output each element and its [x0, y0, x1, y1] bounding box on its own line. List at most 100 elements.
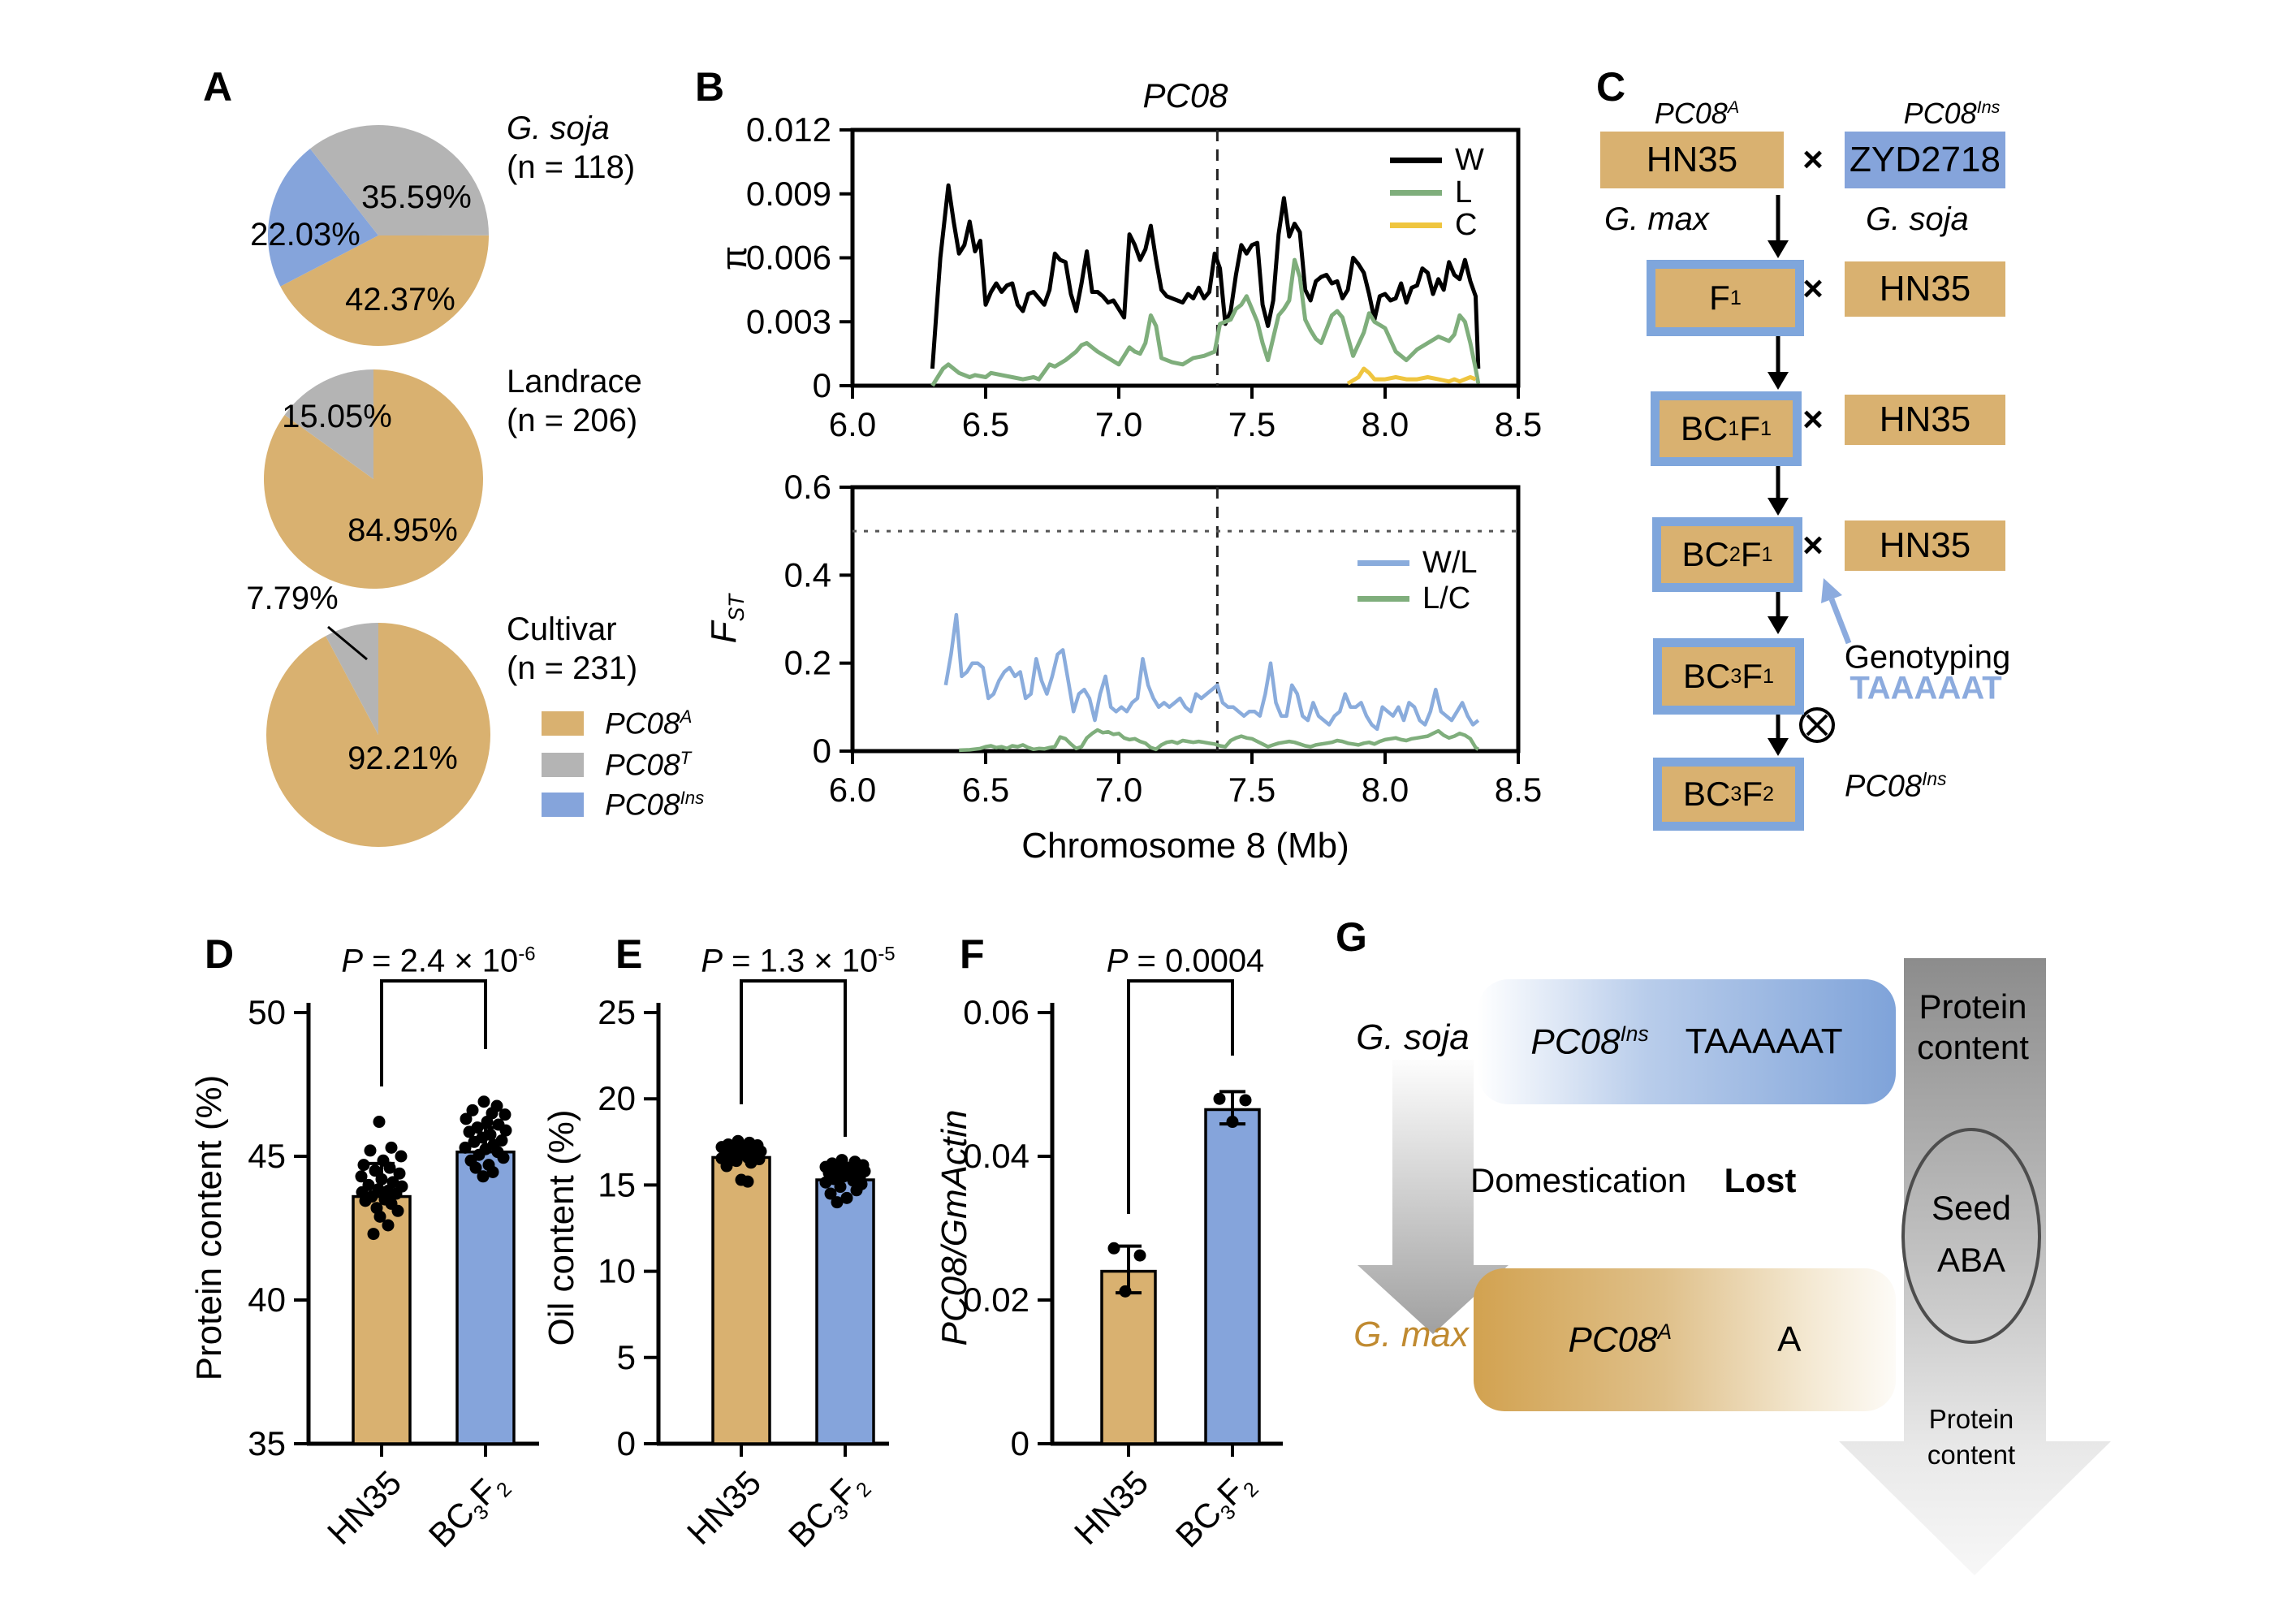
svg-text:20: 20 — [598, 1079, 636, 1117]
svg-text:8.0: 8.0 — [1362, 405, 1409, 443]
series-L — [930, 257, 1481, 387]
plot-pi_plot: 0 0.003 0.006 0.009 0.012 6.0 6.5 7.0 7.5 8.0 8.5 — [746, 110, 1542, 443]
svg-text:0.012: 0.012 — [746, 110, 831, 149]
lc-line-swatch — [1357, 596, 1409, 602]
significance-bracket — [380, 979, 487, 1086]
pie2-n: (n = 206) — [507, 403, 638, 438]
svg-text:40: 40 — [248, 1281, 286, 1319]
barchart-oil: 0 5 10 15 20 25 — [598, 979, 889, 1462]
svg-text:0.04: 0.04 — [963, 1137, 1029, 1175]
svg-text:0: 0 — [617, 1424, 636, 1462]
l-line-swatch — [1390, 190, 1442, 196]
taaaaat-label: TAAAAAT — [1850, 670, 2002, 706]
seed-aba-ellipse — [1901, 1128, 2041, 1344]
svg-text:5: 5 — [617, 1338, 636, 1376]
svg-text:8.5: 8.5 — [1495, 771, 1542, 809]
legend-c: C — [1390, 208, 1477, 243]
aba-label: ABA — [1936, 1241, 2006, 1279]
c-line-swatch — [1390, 222, 1442, 228]
pc08ins-swatch — [542, 793, 584, 818]
bc3f1-box: BC 3 F 1 — [1653, 638, 1804, 715]
series-W/L — [943, 612, 1480, 732]
series-W — [930, 183, 1481, 369]
bar-BC3F2 — [815, 1178, 875, 1445]
svg-text:0: 0 — [813, 732, 831, 770]
gene-ins-label: PC08Ins — [1903, 97, 2001, 130]
pie3-n: (n = 231) — [507, 650, 638, 686]
cross-4: × — [1802, 525, 1824, 565]
panel-letter-g: G — [1336, 914, 1367, 960]
svg-text:0.009: 0.009 — [746, 175, 831, 213]
pie3-title: Cultivar — [507, 611, 617, 647]
zyd2718-box: ZYD2718 — [1845, 132, 2005, 188]
cross-2: × — [1802, 269, 1824, 309]
w-line-swatch — [1390, 158, 1442, 163]
panel-letter-a: A — [203, 64, 233, 110]
bc3f2-box: BC 3 F 2 — [1653, 758, 1804, 831]
breeding-arrowheads — [1768, 240, 1789, 756]
d-ylabel: Protein content (%) — [189, 1074, 229, 1381]
svg-text:7.0: 7.0 — [1095, 771, 1142, 809]
pi-plot-title: PC08 — [1142, 76, 1228, 114]
svg-text:7.0: 7.0 — [1095, 405, 1142, 443]
bc2f1-box: BC 2 F 1 — [1652, 517, 1802, 592]
svg-text:0: 0 — [813, 366, 831, 404]
protein-content-bottom-1: Protein — [1928, 1404, 2014, 1434]
g-soja-label: G. soja — [1356, 1017, 1470, 1057]
svg-text:8.5: 8.5 — [1495, 405, 1542, 443]
selfing-icon — [1799, 707, 1835, 743]
series-C — [1346, 366, 1477, 386]
svg-text:35.59%: 35.59% — [361, 179, 472, 215]
hn35-box-p1: HN35 — [1600, 132, 1784, 188]
svg-text:6.5: 6.5 — [962, 405, 1009, 443]
panel-letter-e: E — [615, 931, 643, 977]
svg-text:0.06: 0.06 — [963, 993, 1029, 1031]
svg-text:0: 0 — [1011, 1424, 1029, 1462]
bar-HN35 — [1100, 1269, 1157, 1445]
b-xlabel: Chromosome 8 (Mb) — [1021, 826, 1349, 866]
legend-wl: W/L — [1357, 546, 1478, 581]
legend-item-pc08ins: PC08Ins — [542, 788, 704, 822]
lost-label: Lost — [1724, 1161, 1797, 1199]
svg-text:7.5: 7.5 — [1228, 405, 1275, 443]
d-pvalue: P = 2.4 × 10-6 — [341, 943, 536, 979]
cross-1: × — [1802, 140, 1824, 179]
legend-item-pc08t: PC08T — [542, 748, 691, 782]
protein-content-bottom-2: content — [1927, 1440, 2016, 1470]
series-L/C — [959, 728, 1480, 753]
svg-text:0.003: 0.003 — [746, 302, 831, 340]
svg-text:0.6: 0.6 — [784, 468, 831, 506]
result-gene-label: PC08Ins — [1845, 768, 1947, 804]
svg-text:6.5: 6.5 — [962, 771, 1009, 809]
domestication-label: Domestication — [1470, 1161, 1687, 1199]
svg-text:50: 50 — [248, 993, 286, 1031]
seed-label: Seed — [1931, 1189, 2012, 1227]
barchart-protein: 35 40 45 50 — [248, 979, 539, 1462]
bc1f1-box: BC 1 F 1 — [1651, 391, 1802, 466]
svg-text:0.4: 0.4 — [784, 555, 831, 594]
svg-text:15: 15 — [598, 1165, 636, 1203]
domestication-arrow — [1357, 1060, 1509, 1334]
svg-text:8.0: 8.0 — [1362, 771, 1409, 809]
panel-letter-c: C — [1596, 64, 1626, 110]
legend-item-pc08a: PC08A — [542, 706, 692, 741]
gene-a-label: PC08A — [1654, 97, 1740, 130]
pie-pie_landrace: 84.95% 15.05% — [264, 369, 483, 589]
genotyping-arrow — [1821, 578, 1852, 645]
panel-letter-b: B — [695, 64, 725, 110]
e-ylabel: Oil content (%) — [542, 1109, 581, 1346]
f-ylabel: PC08/GmActin — [934, 1109, 974, 1346]
panel-letter-d: D — [205, 931, 235, 977]
svg-text:22.03%: 22.03% — [250, 217, 360, 253]
pie-pie_gsoja: 42.37% 22.03%35.59% — [250, 124, 489, 347]
svg-text:7.5: 7.5 — [1228, 771, 1275, 809]
protein-content-arrow — [1839, 958, 2111, 1575]
fst-ylabel: FST — [704, 594, 749, 644]
pi-ylabel: π — [714, 245, 754, 271]
significance-bracket — [740, 979, 847, 1137]
legend-lc: L/C — [1357, 581, 1470, 616]
pie1-title: G. soja — [507, 110, 610, 146]
hn35-box-p2: HN35 — [1845, 261, 2005, 317]
